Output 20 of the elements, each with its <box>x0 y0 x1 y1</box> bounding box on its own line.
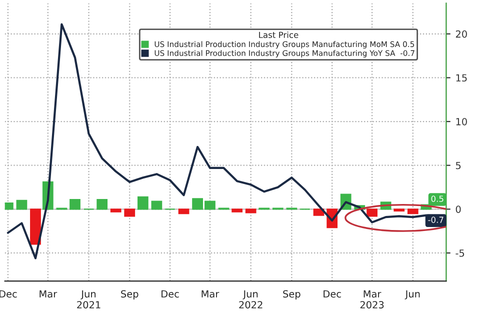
x-tick-label: Dec <box>162 290 179 298</box>
x-tick-label: Mar <box>202 290 220 298</box>
y-tick-label: 5 <box>456 162 461 170</box>
x-tick-label: Jun 2022 <box>239 290 262 308</box>
x-tick-label: Mar 2023 <box>360 290 384 308</box>
y-tick-label: 0 <box>456 206 461 213</box>
x-tick-label: Mar <box>40 290 58 298</box>
y-tick-label: 15 <box>456 74 467 82</box>
x-tick-label: Dec <box>0 290 17 298</box>
x-tick-label: Sep <box>283 290 300 300</box>
legend-title: Last Price <box>259 32 298 38</box>
x-tick-label: Sep <box>121 290 138 300</box>
annotation: 0.5 <box>431 196 444 202</box>
x-tick-label: Jun <box>404 290 420 300</box>
x-tick-label: Jun 2021 <box>77 290 100 308</box>
x-tick-label: Dec <box>324 290 341 298</box>
annotation: -0.7 <box>428 216 444 223</box>
y-tick-label: 10 <box>456 118 467 126</box>
y-tick-label: 20 <box>456 30 467 38</box>
y-tick-label: -5 <box>456 250 464 257</box>
